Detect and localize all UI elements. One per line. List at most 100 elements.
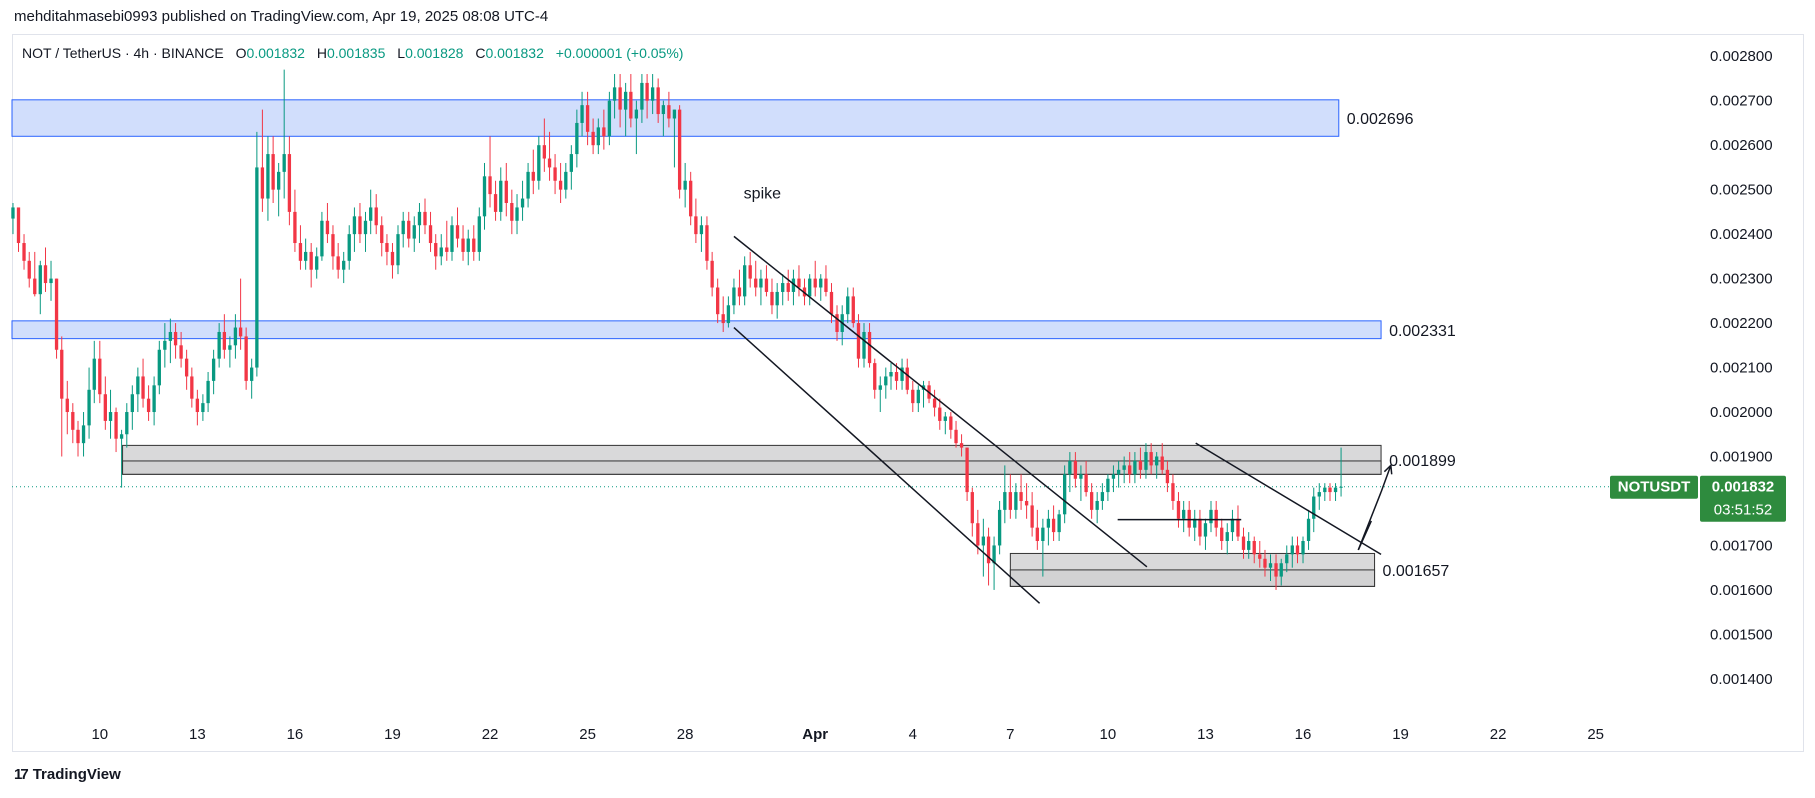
candle-body (976, 523, 980, 546)
candle-body (434, 243, 438, 257)
arrow-head-0 (1383, 463, 1393, 475)
candle (1024, 483, 1029, 519)
candle (163, 323, 167, 368)
candle-body (710, 260, 714, 288)
candle (677, 105, 682, 199)
candle-body (168, 331, 173, 341)
candle-body (569, 154, 573, 172)
candle (580, 91, 584, 137)
tradingview-logo[interactable]: 17 TradingView (14, 766, 121, 783)
candle-body (537, 145, 541, 181)
candle-body (732, 287, 736, 306)
low-value: 0.001828 (405, 45, 464, 61)
change-value: +0.000001 (+0.05%) (555, 45, 684, 61)
candle-body (119, 434, 124, 439)
x-tick-label: 4 (909, 726, 917, 743)
candle-body (108, 412, 113, 421)
candle (1133, 452, 1137, 484)
candle (1295, 536, 1300, 564)
candle (1306, 509, 1311, 550)
candle-body (1062, 474, 1067, 515)
candle (542, 118, 547, 172)
candle (689, 171, 693, 226)
candle (884, 367, 888, 399)
candle (510, 189, 514, 235)
candle-body (103, 394, 107, 421)
candle (911, 380, 915, 413)
candle-body (493, 194, 498, 212)
candle-body (694, 216, 698, 235)
candle-body (466, 238, 470, 252)
candle-body (1128, 465, 1132, 475)
candle (407, 211, 411, 248)
candle-body (667, 105, 671, 119)
candle-body (390, 251, 395, 266)
candle (791, 269, 796, 306)
candle-body (11, 207, 15, 219)
candle-body (1328, 487, 1332, 493)
candle-body (87, 389, 91, 426)
candle-body (184, 358, 189, 377)
candle (921, 380, 926, 408)
price-tag-value: 0.001832 (1712, 479, 1775, 496)
candle (607, 91, 612, 146)
labels-layer: 0.002696 0.002331 0.001899 0.001657 spike (744, 111, 1456, 580)
candle (672, 109, 677, 168)
tradingview-logo-text: TradingView (32, 766, 121, 783)
candle-body (1106, 478, 1110, 493)
zone-label-2: 0.001899 (1389, 453, 1456, 470)
candle (981, 518, 986, 577)
trendline-1 (733, 326, 1041, 604)
candle-body (634, 109, 639, 119)
candle-body (347, 234, 351, 261)
candle (851, 287, 855, 328)
candle-body (743, 265, 747, 297)
y-tick-label: 0.002200 (1710, 315, 1773, 332)
candle (1165, 460, 1170, 493)
candle-body (1079, 474, 1083, 479)
x-tick-label: 7 (1006, 726, 1014, 743)
candle (716, 278, 720, 324)
candle-body (1290, 545, 1294, 555)
candle (179, 331, 183, 368)
candle (380, 216, 384, 257)
zone-box-3 (122, 460, 1382, 475)
candle-body (1312, 496, 1316, 519)
candle (1333, 483, 1338, 501)
candle-body (1268, 563, 1273, 568)
y-tick-label: 0.001400 (1710, 671, 1773, 688)
candle-body (645, 82, 649, 101)
candle-body (54, 278, 59, 350)
x-tick-label: 16 (1295, 726, 1312, 743)
x-tick-label: 13 (189, 726, 206, 743)
candle-body (190, 376, 194, 399)
symbol-legend[interactable]: NOT / TetherUS · 4h · BINANCE O0.001832 … (22, 45, 683, 61)
candle-body (499, 180, 503, 212)
candle (33, 251, 37, 297)
candle (428, 211, 433, 252)
candles-layer (11, 69, 1343, 590)
candle (141, 358, 145, 408)
candle (1187, 500, 1191, 537)
candle-body (385, 243, 389, 252)
candle (184, 349, 189, 390)
candle-body (629, 91, 633, 119)
candle (396, 225, 400, 275)
candle (515, 194, 519, 235)
candle (309, 243, 313, 288)
candle-body (16, 207, 21, 244)
candle-body (244, 336, 248, 381)
candle (358, 203, 362, 244)
candle-body (781, 283, 785, 292)
candle (1100, 483, 1105, 510)
candle-body (1187, 509, 1191, 528)
zone-label-4: 0.001657 (1383, 563, 1450, 580)
candle (1171, 474, 1175, 510)
candle (596, 118, 600, 155)
candle-body (808, 278, 812, 297)
price-tag: NOTUSDT 0.001832 03:51:52 (1610, 475, 1786, 522)
candle-body (1089, 492, 1094, 510)
candle-body (179, 345, 183, 359)
candle (905, 358, 909, 395)
